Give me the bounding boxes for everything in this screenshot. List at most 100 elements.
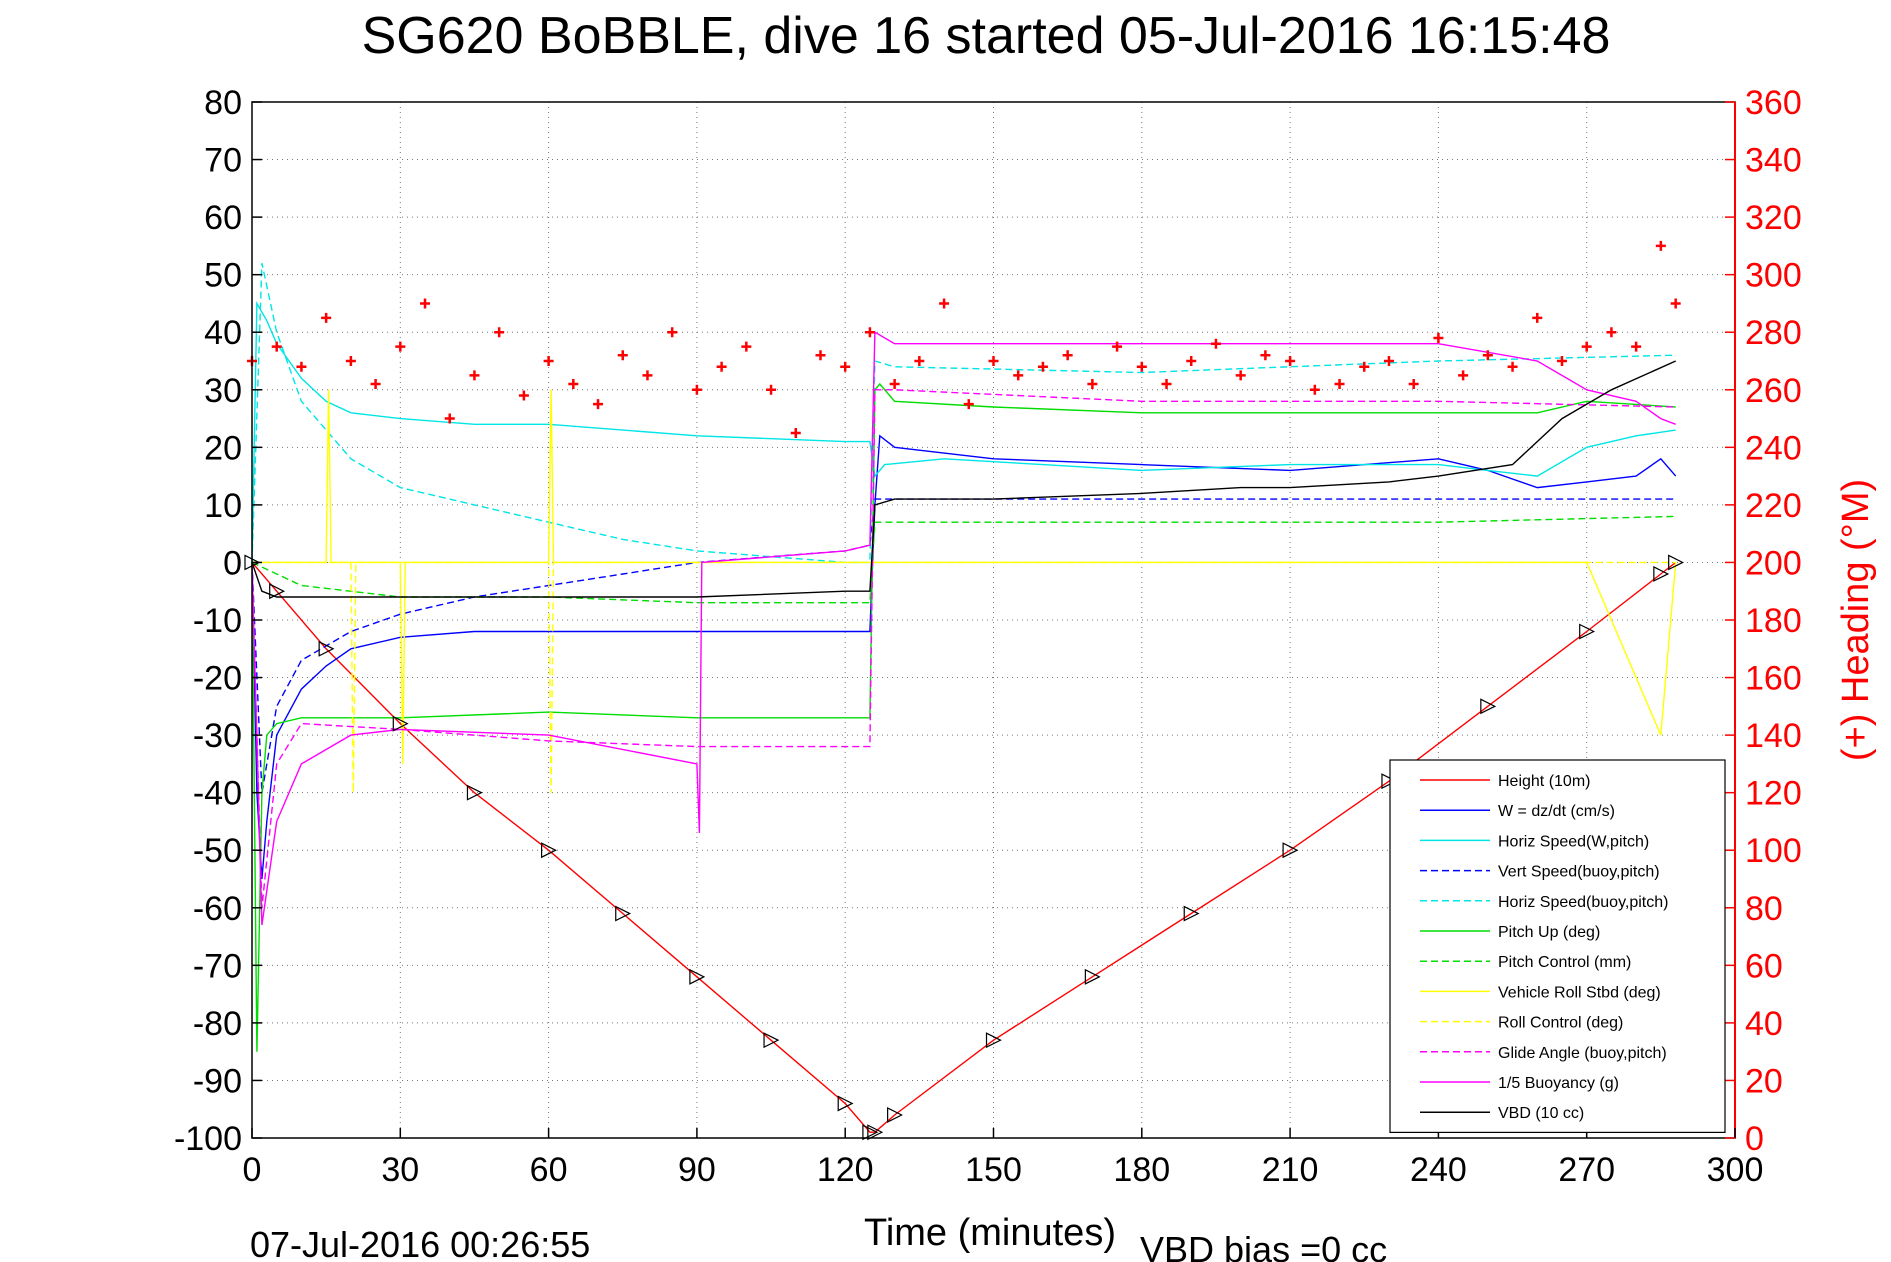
right-tick-label: 260 bbox=[1745, 372, 1802, 410]
series-roll-control-deg bbox=[252, 561, 1676, 793]
heading-point bbox=[1087, 379, 1098, 390]
right-tick-label: 60 bbox=[1745, 947, 1783, 985]
right-tick-label: 340 bbox=[1745, 142, 1802, 180]
heading-point bbox=[617, 350, 628, 361]
height-marker bbox=[615, 905, 632, 922]
legend-label: W = dz/dt (cm/s) bbox=[1498, 803, 1615, 820]
heading-point bbox=[543, 356, 554, 366]
y-tick-label: -30 bbox=[193, 717, 242, 755]
heading-point bbox=[1285, 356, 1296, 366]
right-tick-label: 40 bbox=[1745, 1005, 1783, 1043]
heading-point bbox=[568, 379, 579, 390]
heading-point bbox=[1186, 356, 1197, 366]
height-marker bbox=[392, 715, 409, 732]
heading-point bbox=[1334, 379, 1345, 390]
height-marker bbox=[466, 784, 483, 801]
legend-label: Pitch Up (deg) bbox=[1498, 924, 1600, 941]
x-tick-label: 240 bbox=[1410, 1151, 1467, 1189]
height-marker bbox=[862, 1124, 879, 1141]
heading-point bbox=[1062, 350, 1073, 361]
heading-point bbox=[296, 361, 307, 372]
heading-point bbox=[1532, 312, 1543, 323]
heading-point bbox=[1309, 384, 1320, 395]
end-time-label: 07-Jul-2016 00:26:55 bbox=[250, 1224, 590, 1262]
y-tick-label: 10 bbox=[204, 487, 242, 525]
heading-point bbox=[766, 384, 777, 395]
heading-point bbox=[963, 399, 974, 410]
height-marker bbox=[1084, 968, 1101, 985]
legend: Height (10m) W = dz/dt (cm/s) Horiz Speed(… bbox=[1389, 759, 1726, 1133]
right-tick-label: 120 bbox=[1745, 775, 1802, 813]
series-pitch-control-mm bbox=[251, 515, 1676, 604]
x-tick-label: 90 bbox=[678, 1151, 716, 1189]
series-vbd-10-cc bbox=[251, 360, 1676, 598]
heading-point bbox=[1556, 356, 1567, 366]
legend-label: Vert Speed(buoy,pitch) bbox=[1498, 864, 1660, 881]
heading-point bbox=[1235, 370, 1246, 381]
y-tick-label: 70 bbox=[204, 142, 242, 180]
chart-title: SG620 BoBBLE, dive 16 started 05-Jul-201… bbox=[362, 7, 1611, 65]
heading-point bbox=[420, 298, 431, 309]
series-vehicle-roll-stbd-deg bbox=[252, 389, 1677, 764]
y-tick-label: 50 bbox=[204, 257, 242, 295]
legend-label: Roll Control (deg) bbox=[1498, 1015, 1623, 1032]
height-marker bbox=[269, 583, 286, 600]
heading-point bbox=[321, 312, 332, 323]
legend-label: 1/5 Buoyancy (g) bbox=[1498, 1075, 1619, 1092]
height-marker bbox=[887, 1107, 903, 1123]
right-tick-label: 220 bbox=[1745, 487, 1802, 525]
right-axis-ticks: 3603403203002802602402202001801601401201… bbox=[1725, 84, 1802, 1158]
heading-point bbox=[1631, 341, 1642, 352]
heading-point bbox=[494, 327, 505, 338]
x-tick-label: 150 bbox=[965, 1151, 1022, 1189]
right-tick-label: 160 bbox=[1745, 660, 1802, 698]
right-tick-label: 180 bbox=[1745, 602, 1802, 640]
legend-box bbox=[1389, 759, 1726, 1133]
series-heading bbox=[247, 240, 1681, 438]
y-tick-label: -40 bbox=[193, 775, 242, 813]
heading-point bbox=[518, 390, 529, 401]
height-marker bbox=[689, 968, 706, 985]
height-marker bbox=[541, 842, 557, 859]
heading-point bbox=[1458, 370, 1469, 381]
heading-point bbox=[1581, 341, 1592, 352]
right-axis-label: (+) Heading (°M) bbox=[1835, 479, 1877, 761]
height-marker bbox=[1282, 842, 1299, 859]
heading-point bbox=[1433, 332, 1444, 343]
height-marker bbox=[1579, 623, 1596, 640]
series-vert-speed-buoy-pitch bbox=[251, 498, 1676, 793]
legend-label: Height (10m) bbox=[1498, 773, 1590, 790]
heading-point bbox=[1408, 379, 1419, 390]
series-horiz-speed-w-pitch bbox=[251, 300, 1676, 563]
heading-point bbox=[1260, 350, 1271, 361]
heading-point bbox=[469, 370, 480, 381]
y-tick-label: 80 bbox=[204, 84, 242, 122]
legend-label: Pitch Control (mm) bbox=[1498, 954, 1631, 971]
legend-label: Glide Angle (buoy,pitch) bbox=[1498, 1045, 1667, 1062]
heading-point bbox=[716, 361, 727, 372]
right-tick-label: 100 bbox=[1745, 832, 1802, 870]
heading-point bbox=[840, 361, 851, 372]
x-tick-label: 60 bbox=[530, 1151, 568, 1189]
height-marker bbox=[1480, 698, 1497, 715]
heading-point bbox=[914, 356, 925, 366]
heading-point bbox=[790, 427, 801, 438]
heading-point bbox=[593, 399, 604, 410]
heading-point bbox=[271, 341, 282, 352]
height-marker bbox=[1653, 565, 1670, 582]
y-tick-label: 30 bbox=[204, 372, 242, 410]
heading-point bbox=[1482, 350, 1493, 361]
series-w-dz-dt-cm-s bbox=[251, 434, 1677, 880]
heading-point bbox=[1013, 370, 1024, 381]
vbd-bias-label: VBD bias =0 cc bbox=[1140, 1229, 1387, 1262]
y-tick-label: -60 bbox=[193, 890, 242, 928]
heading-point bbox=[939, 298, 950, 309]
heading-point bbox=[889, 379, 900, 390]
right-tick-label: 320 bbox=[1745, 199, 1802, 237]
series-horiz-speed-buoy-pitch bbox=[251, 263, 1676, 564]
heading-point bbox=[864, 327, 875, 338]
right-tick-label: 300 bbox=[1745, 257, 1802, 295]
legend-label: Horiz Speed(W,pitch) bbox=[1498, 833, 1649, 850]
heading-point bbox=[988, 356, 999, 366]
